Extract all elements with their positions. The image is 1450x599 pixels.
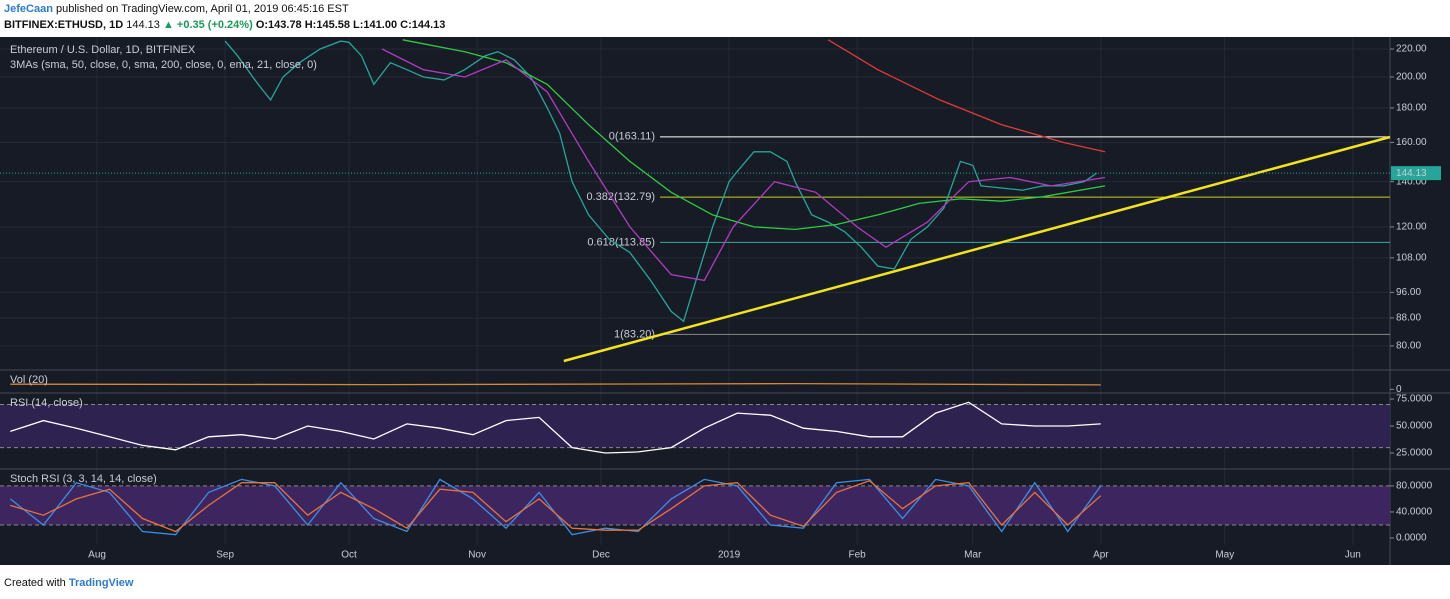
created: Created with [4, 577, 66, 589]
trendline [563, 135, 1391, 363]
pane-title: Ethereum / U.S. Dollar, 1D, BITFINEX [10, 44, 196, 56]
band [0, 404, 1390, 448]
series-line [10, 401, 1101, 454]
y-tick-label: 220.00 [1396, 44, 1427, 55]
symbol: BITFINEX:ETHUSD, 1D [4, 19, 124, 31]
fib-label: 0.382(132.79) [587, 191, 656, 203]
change: ▲ +0.35 (+0.24%) [162, 19, 253, 31]
x-tick-label: Feb [849, 550, 867, 561]
pane-subtitle: 3MAs (sma, 50, close, 0, sma, 200, close… [10, 59, 317, 71]
fib-label: 0(163.11) [609, 131, 655, 143]
pane-title: Vol (20) [10, 374, 48, 386]
x-tick-label: Sep [216, 550, 234, 561]
last-price-label: 144.13 [1396, 168, 1427, 179]
chart: Aug Sep Oct Nov Dec 2019 Feb Mar Apr May Jun 220.00… [0, 37, 1450, 565]
x-tick-label: May [1215, 550, 1234, 561]
x-tick-label: Apr [1093, 550, 1109, 561]
y-tick-label: 180.00 [1396, 103, 1427, 114]
last: 144.13 [126, 19, 160, 31]
footer: Created with TradingView [4, 577, 133, 589]
x-tick-label: Dec [592, 550, 610, 561]
series-line [10, 382, 1101, 386]
y-tick-label: 160.00 [1396, 137, 1427, 148]
y-tick-label: 88.00 [1396, 313, 1421, 324]
pane-title: RSI (14, close) [10, 397, 83, 409]
x-tick-label: Aug [88, 550, 106, 561]
background [0, 37, 1450, 565]
x-tick-label: Nov [468, 550, 486, 561]
x-tick-label: Mar [964, 550, 982, 561]
fib-label: 1(83.20) [614, 328, 655, 340]
y-tick-label: 108.00 [1396, 252, 1427, 263]
published: published on TradingView.com, April 01, … [55, 3, 349, 15]
y-tick-label: 25.0000 [1396, 448, 1433, 459]
last-price-box [1391, 166, 1441, 181]
y-tick-label: 80.0000 [1396, 481, 1433, 492]
ohlc: O:143.78 H:145.58 L:141.00 C:144.13 [255, 19, 446, 31]
y-tick-label: 80.00 [1396, 341, 1421, 352]
series-line [10, 479, 1102, 533]
y-tick-label: 200.00 [1396, 72, 1427, 83]
brand: TradingView [68, 577, 134, 589]
series-line [224, 40, 1098, 323]
y-tick-label: 0 [1396, 384, 1402, 395]
series-line [827, 39, 1106, 153]
publish-line: JefeCaan published on TradingView.com, A… [4, 3, 349, 15]
y-tick-label: 0.0000 [1396, 533, 1427, 544]
y-tick-label: 96.00 [1396, 287, 1421, 298]
series-line [381, 48, 1106, 282]
series-line [402, 39, 1106, 231]
y-tick-label: 40.0000 [1396, 507, 1433, 518]
pane-title: Stoch RSI (3, 3, 14, 14, close) [10, 473, 157, 485]
y-tick-label: 50.0000 [1396, 421, 1433, 432]
symbol-line: BITFINEX:ETHUSD, 1D 144.13 ▲ +0.35 (+0.2… [4, 19, 445, 31]
author: JefeCaan [4, 3, 53, 15]
x-tick-label: 2019 [718, 550, 741, 561]
fib-label: 0.618(113.85) [587, 236, 655, 248]
x-tick-label: Jun [1345, 550, 1361, 561]
x-tick-label: Oct [341, 550, 357, 561]
y-tick-label: 75.0000 [1396, 394, 1433, 405]
y-tick-label: 120.00 [1396, 222, 1427, 233]
y-tick-label: 140.00 [1396, 176, 1427, 187]
